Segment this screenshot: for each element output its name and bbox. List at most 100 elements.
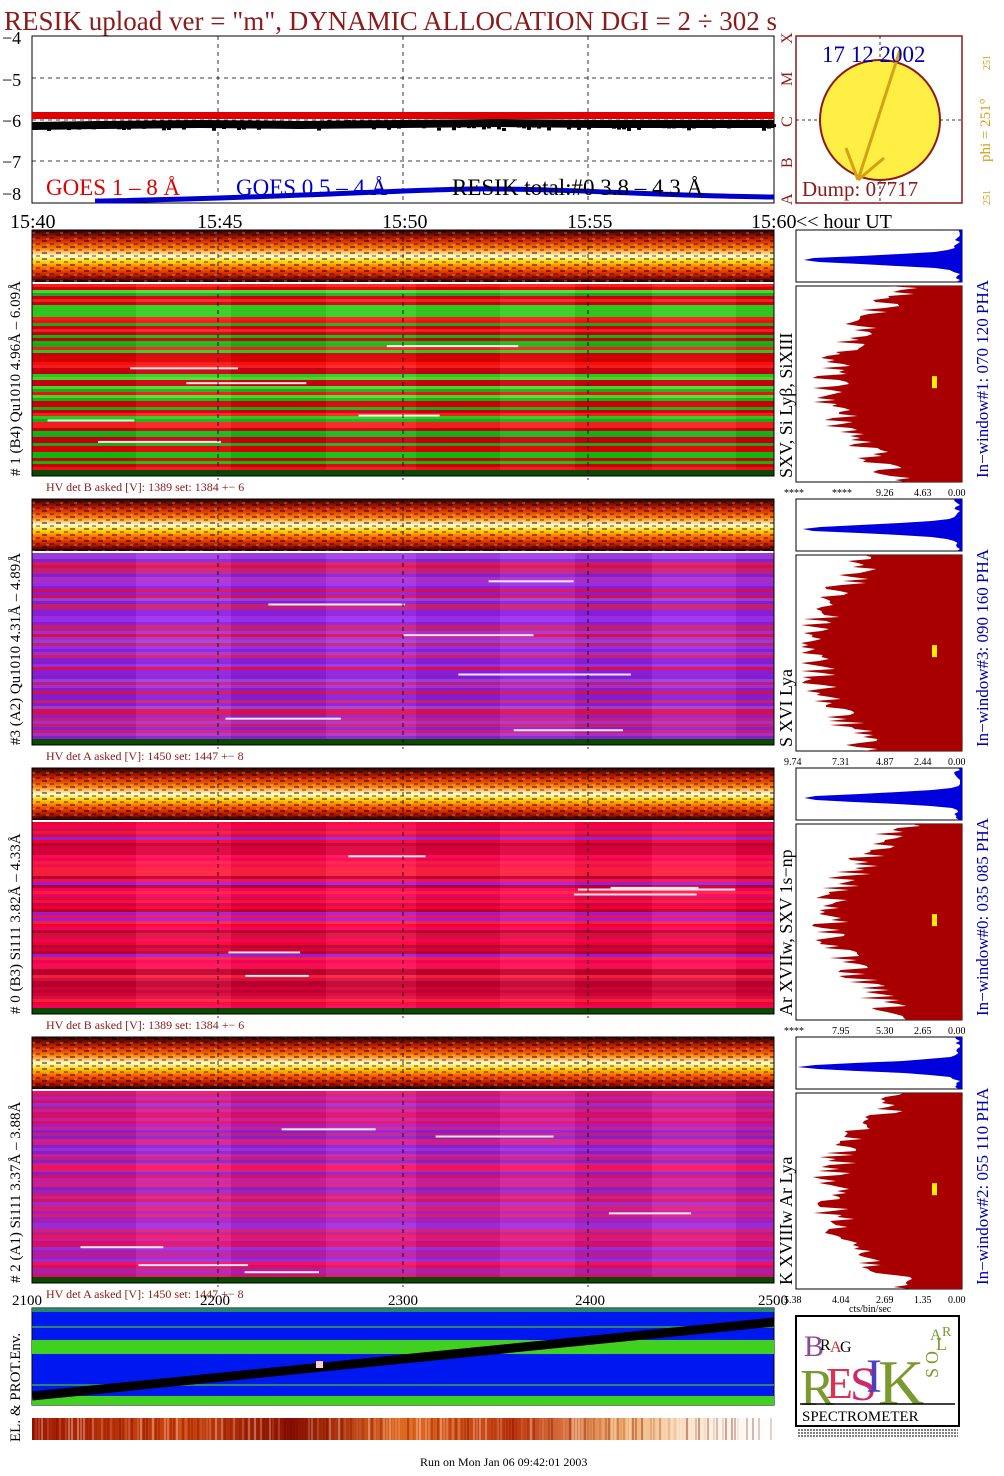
goes-ytick: −8 [2,184,21,204]
detector-panel-d1: HV det B asked [V]: 1389 set: 1384 +− 6 #… [8,229,992,499]
hist-tick: 2.65 [914,1026,932,1037]
env-xtick: 2300 [388,1293,418,1309]
hv-label: HV det A asked [V]: 1450 set: 1447 +− 8 [46,1287,244,1301]
window-marker [932,645,937,658]
goes1-series [32,112,774,119]
legend-goes05: GOES 0.5 – 4 Å [236,175,388,200]
spectrum-histogram [812,286,962,482]
hist-tick: 5.30 [876,1026,894,1037]
detector-side-label: # 0 (B3) Si111 3.82Å – 4.33Å [8,833,24,1014]
detector-side-label: # 1 (B4) Qu1010 4.96Å – 6.09Å [8,281,24,476]
legend-resik: RESIK total:#0 3.8 – 4.3 Å [452,175,703,200]
detector-panel-d3: HV det A asked [V]: 1450 set: 1447 +− 8 #… [8,498,992,768]
spectral-lines-label: SXV, Si Lyβ, SiXIII [776,333,796,478]
logo-letter-r: R [820,1337,831,1354]
goes-ytick: −4 [2,28,21,48]
logo-letter-g: G [840,1339,852,1356]
logo-letter-l: L [936,1334,947,1354]
hv-label: HV det B asked [V]: 1389 set: 1384 +− 6 [46,480,244,494]
hist-tick: 1.35 [914,1295,932,1306]
env-trend-line [31,1317,775,1401]
time-axis-suffix: << hour UT [796,211,892,233]
window-marker [932,376,937,389]
hist-tick: 2.69 [876,1295,894,1306]
window-marker [932,914,937,927]
logo-letter-r3: R [942,1325,952,1340]
time-tick: 15:40 [10,211,56,233]
in-window-label: In−window#1: 070 120 PHA [973,279,992,478]
sun-phi-sub: 251 [982,55,993,70]
hist-unit: cts/bin/sec [849,1304,892,1315]
env-panel: 2100 2200 2300 2400 2500 EL. & PROT.Env. [8,1293,788,1442]
flare-class-a: A [779,193,796,205]
hist-tick: 4.04 [832,1295,850,1306]
env-xtick: 2400 [575,1293,605,1309]
hist-tick: 4.63 [914,488,932,499]
goes-ytick: −6 [2,111,21,131]
window-marker [932,1183,937,1196]
hist-tick: 0.00 [948,1026,966,1037]
sun-dump: Dump: 07717 [802,177,918,201]
time-tick: 15:45 [197,211,243,233]
env-xtick: 2100 [12,1293,42,1309]
in-window-label: In−window#0: 035 085 PHA [973,817,992,1016]
sun-panel: 17 12 2002 Dump: 07717 phi = 251° 251 25… [795,35,994,205]
logo-letter-s2: S [922,1368,942,1378]
sun-arrow [856,49,902,181]
goes05-series [94,186,775,204]
resik-series [31,118,774,130]
logo-caption: SPECTROMETER [802,1409,919,1425]
env-side-label: EL. & PROT.Env. [8,1333,24,1442]
spectrum-histogram [812,1093,962,1289]
env-strip [32,1418,774,1440]
spectrum-histogram [800,555,962,751]
logo-letter-o: O [922,1351,942,1364]
hist-tick: 7.31 [832,757,850,768]
spectral-lines-label: K XVIIIw Ar Lya [776,1157,796,1285]
hist-tick: **** [832,488,852,499]
logo-letter-i: I [866,1350,882,1403]
time-tick: 15:60 [751,211,797,233]
detector-side-label: # 2 (A1) Si111 3.37Å – 3.88Å [8,1101,24,1283]
resik-logo: B R A G R E S I K S O L A R SPECTROMETER [795,1315,960,1437]
hist-tick: 9.26 [876,488,894,499]
pha-histogram [803,230,962,282]
goes-ytick: −5 [2,70,21,90]
in-window-label: In−window#2: 055 110 PHA [973,1087,992,1285]
sun-phi: phi = 251° [978,98,994,162]
hist-tick: 7.95 [832,1026,850,1037]
env-xtick: 2200 [200,1293,230,1309]
logo-letter-a: A [830,1339,842,1356]
hist-tick: 2.44 [914,757,932,768]
sun-phi-bottom: 251 [982,190,993,205]
detector-panel-d2: HV det A asked [V]: 1450 set: 1447 +− 8 #… [8,1036,992,1306]
logo-letter-k: K [878,1347,924,1418]
page-title: RESIK upload ver = "m", DYNAMIC ALLOCATI… [4,6,777,36]
flare-class-x: X [779,32,796,44]
hist-tick: 5.38 [784,1295,802,1306]
detector-side-label: #3 (A2) Qu1010 4.31Å – 4.89Å [8,553,24,745]
flare-class-m: M [779,72,796,86]
hist-tick: **** [784,488,804,499]
goes-panel: −4 −5 −6 −7 −8 X M C B A GOES 1 – 8 Å GO… [2,28,892,233]
hist-tick: 0.00 [948,757,966,768]
logo-letter-e: E [826,1359,853,1408]
goes-ytick: −7 [2,152,21,172]
flare-class-b: B [779,157,796,168]
logo-letter-a2: A [930,1327,942,1344]
hist-tick: 0.00 [948,488,966,499]
in-window-label: In−window#3: 090 160 PHA [973,548,992,747]
sun-disc [819,59,941,181]
hist-tick: 9.74 [784,757,802,768]
hist-tick: 0.00 [948,1295,966,1306]
spectrum-histogram [811,824,962,1020]
footer: Run on Mon Jan 06 09:42:01 2003 [420,1455,587,1469]
logo-letter-r2: R [800,1360,835,1417]
time-tick: 15:50 [382,211,428,233]
sun-date: 17 12 2002 [822,42,926,67]
flare-class-c: C [779,116,796,127]
time-tick: 15:55 [567,211,613,233]
logo-letter-s: S [850,1358,877,1411]
pha-histogram [804,768,962,820]
spectral-lines-label: Ar XVIIw, SXV 1s−np [776,849,796,1016]
